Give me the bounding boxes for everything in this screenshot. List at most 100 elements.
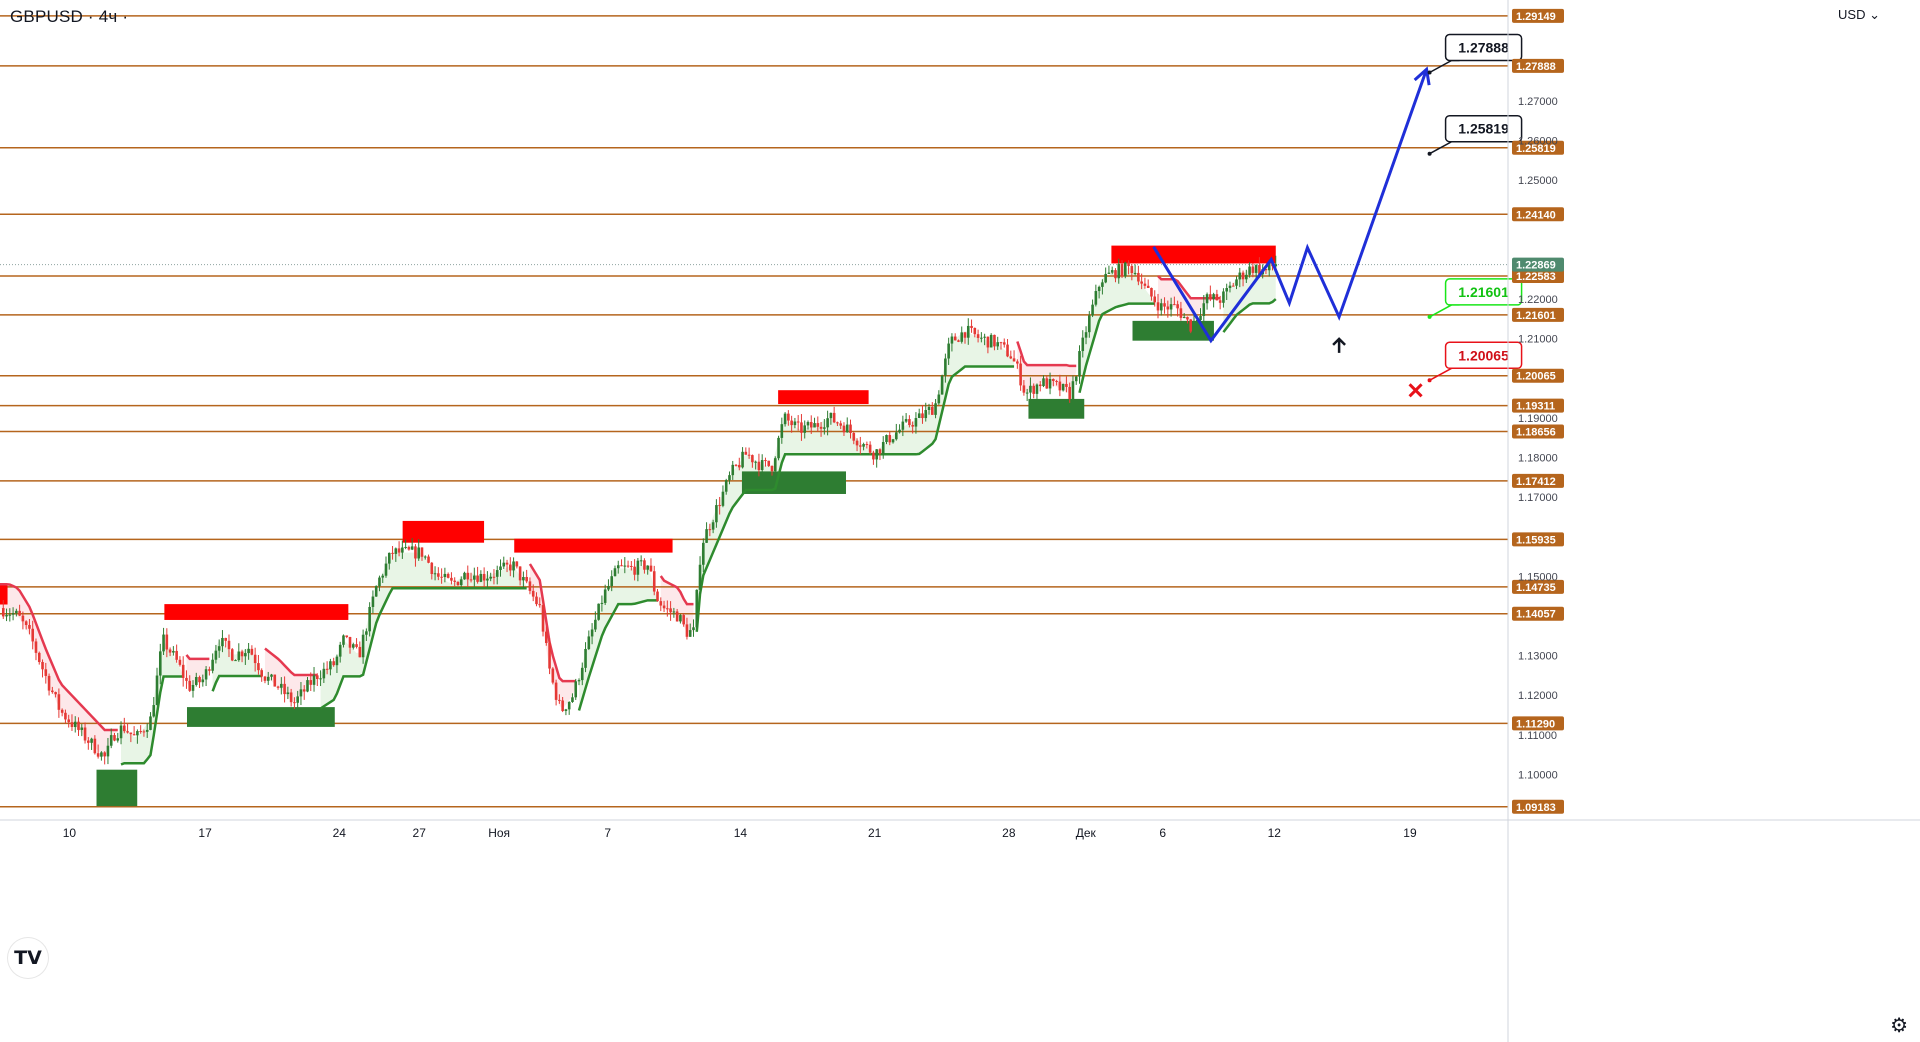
candle-body[interactable]: [116, 738, 120, 741]
candle-body[interactable]: [381, 575, 385, 578]
candle-body[interactable]: [194, 677, 198, 685]
candle-body[interactable]: [342, 635, 345, 645]
candle-body[interactable]: [1068, 386, 1071, 399]
candle-body[interactable]: [1137, 272, 1140, 282]
candle-body[interactable]: [770, 465, 774, 472]
candle-body[interactable]: [329, 661, 332, 670]
candle-body[interactable]: [103, 752, 106, 757]
candle-body[interactable]: [577, 680, 581, 682]
candle-body[interactable]: [734, 464, 738, 466]
candle-body[interactable]: [839, 423, 842, 426]
candle-body[interactable]: [718, 505, 721, 507]
candle-body[interactable]: [1052, 378, 1055, 382]
candle-body[interactable]: [44, 669, 48, 676]
candle-body[interactable]: [126, 731, 129, 733]
time-axis[interactable]: 10 17 24 27 Ноя 7 14 21 28 Дек 6 12 19: [0, 819, 1920, 840]
candle-body[interactable]: [724, 480, 728, 492]
candle-body[interactable]: [787, 413, 790, 421]
candle-body[interactable]: [113, 735, 116, 741]
candle-body[interactable]: [649, 565, 653, 572]
candle-body[interactable]: [908, 419, 911, 426]
candle-body[interactable]: [695, 589, 699, 628]
candle-body[interactable]: [93, 738, 97, 754]
candle-body[interactable]: [672, 611, 676, 613]
symbol-title[interactable]: GBPUSD · 4ч ·: [10, 7, 129, 26]
candle-body[interactable]: [1228, 285, 1232, 289]
candle-body[interactable]: [587, 636, 591, 649]
candle-body[interactable]: [744, 451, 748, 455]
candle-body[interactable]: [525, 576, 528, 582]
candle-body[interactable]: [299, 689, 303, 697]
candle-body[interactable]: [309, 680, 313, 685]
candle-body[interactable]: [237, 651, 241, 661]
candle-body[interactable]: [145, 729, 149, 732]
candle-body[interactable]: [100, 752, 103, 757]
candle-body[interactable]: [1215, 294, 1219, 301]
price-axis[interactable]: 1.29149 1.27888 1.25819 1.24140 1.22583 1.216…: [1507, 0, 1564, 1042]
candle-body[interactable]: [1016, 361, 1019, 364]
candle-body[interactable]: [208, 669, 211, 671]
candle-body[interactable]: [842, 425, 846, 433]
candle-body[interactable]: [760, 460, 764, 471]
candle-body[interactable]: [306, 680, 309, 692]
candle-body[interactable]: [698, 564, 702, 590]
candle-body[interactable]: [51, 690, 54, 693]
candle-body[interactable]: [859, 445, 862, 447]
candle-body[interactable]: [423, 556, 427, 558]
candle-body[interactable]: [1176, 304, 1179, 309]
candle-body[interactable]: [253, 654, 257, 664]
candle-body[interactable]: [1101, 282, 1104, 287]
candle-body[interactable]: [1032, 385, 1035, 394]
candle-body[interactable]: [564, 709, 568, 711]
candle-body[interactable]: [551, 668, 555, 683]
candle-body[interactable]: [976, 334, 980, 338]
candle-body[interactable]: [855, 440, 859, 446]
candle-body[interactable]: [106, 745, 110, 757]
candle-body[interactable]: [865, 444, 869, 446]
candle-body[interactable]: [538, 604, 542, 606]
candle-body[interactable]: [1107, 272, 1111, 274]
candle-body[interactable]: [950, 336, 954, 344]
candle-body[interactable]: [8, 614, 12, 616]
candle-body[interactable]: [296, 696, 299, 703]
candle-body[interactable]: [28, 624, 31, 629]
candle-body[interactable]: [404, 546, 407, 548]
candle-body[interactable]: [613, 568, 617, 577]
candle-body[interactable]: [378, 577, 381, 587]
candle-body[interactable]: [1146, 285, 1150, 288]
candle-body[interactable]: [1058, 381, 1062, 391]
candle-body[interactable]: [558, 699, 561, 701]
candle-body[interactable]: [1254, 265, 1258, 273]
candle-body[interactable]: [1130, 266, 1134, 273]
candle-body[interactable]: [1186, 317, 1189, 320]
candle-body[interactable]: [973, 327, 977, 335]
candle-body[interactable]: [21, 615, 25, 622]
candle-body[interactable]: [630, 565, 633, 567]
candle-body[interactable]: [1012, 358, 1016, 362]
candle-body[interactable]: [466, 572, 470, 580]
candle-body[interactable]: [662, 605, 666, 609]
candle-body[interactable]: [793, 421, 797, 426]
candle-body[interactable]: [767, 460, 771, 466]
candle-body[interactable]: [482, 573, 486, 581]
candle-body[interactable]: [816, 423, 820, 427]
candle-body[interactable]: [437, 573, 440, 577]
candle-body[interactable]: [960, 332, 964, 342]
candle-body[interactable]: [639, 560, 643, 562]
candle-body[interactable]: [652, 571, 656, 592]
candle-body[interactable]: [430, 562, 434, 574]
candle-body[interactable]: [67, 719, 70, 723]
candle-body[interactable]: [492, 576, 496, 578]
candle-body[interactable]: [489, 576, 492, 579]
candle-body[interactable]: [901, 421, 905, 430]
candle-body[interactable]: [47, 675, 51, 691]
candle-body[interactable]: [319, 678, 322, 680]
candle-body[interactable]: [872, 452, 875, 460]
candle-body[interactable]: [479, 573, 483, 582]
candle-body[interactable]: [1065, 383, 1068, 387]
candle-body[interactable]: [773, 458, 777, 472]
candle-body[interactable]: [191, 684, 195, 691]
candle-body[interactable]: [1182, 317, 1186, 319]
candle-body[interactable]: [355, 644, 358, 647]
candle-body[interactable]: [895, 432, 898, 440]
